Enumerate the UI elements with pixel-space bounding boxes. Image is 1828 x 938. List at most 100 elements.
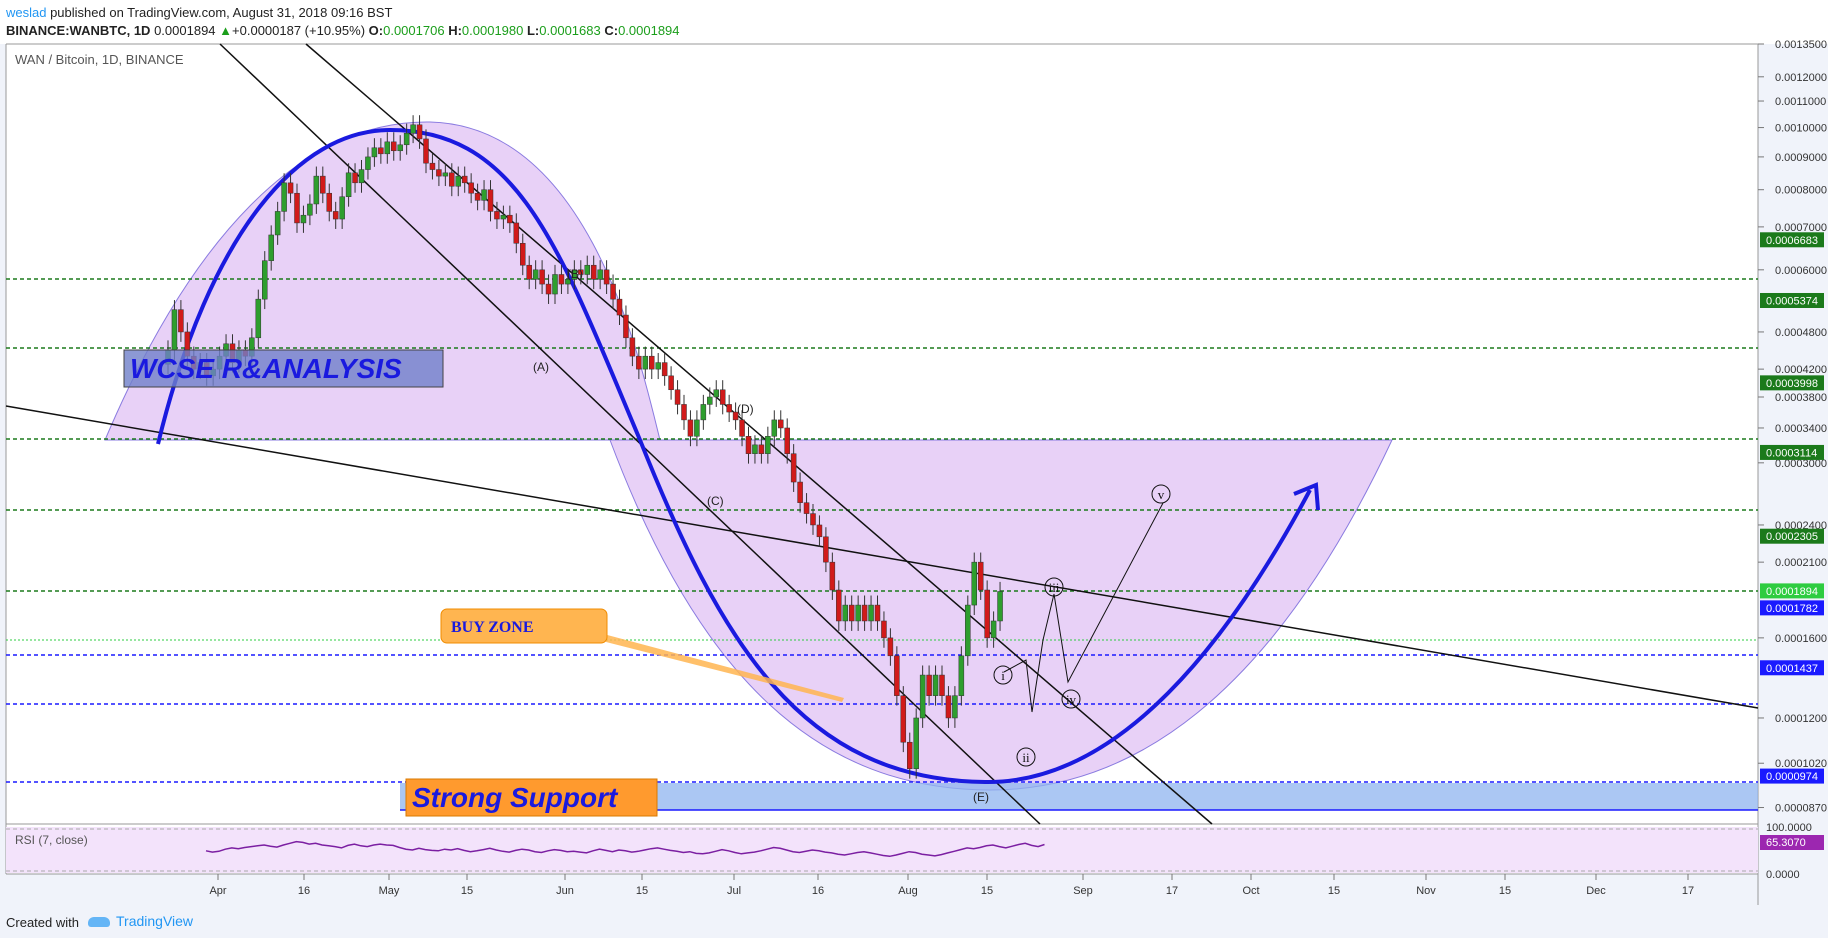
price-tag-label: 0.0003998 <box>1766 378 1818 390</box>
author-link[interactable]: weslad <box>6 5 47 20</box>
price-tag <box>1760 444 1824 460</box>
candle-body <box>894 655 900 696</box>
price-tag <box>1760 660 1824 676</box>
price-tag-label: 0.0003114 <box>1766 447 1817 459</box>
candle-body <box>945 695 952 719</box>
price-change: +0.0000187 (+10.95%) <box>232 23 366 38</box>
candle-body <box>971 561 977 606</box>
y-tick-label: 0.0001020 <box>1775 758 1827 770</box>
candle-body <box>281 182 287 212</box>
candle-body <box>274 211 281 236</box>
candle-body <box>977 561 984 591</box>
candle-body <box>262 260 268 300</box>
y-tick-label: 0.0001600 <box>1775 633 1827 645</box>
impulse-ii: ii <box>1022 750 1030 765</box>
candle-body <box>655 362 661 370</box>
y-axis: 0.0013500 0.0012000 0.0011000 0.0010000 0.00… <box>1758 39 1827 815</box>
candle-body <box>545 283 552 295</box>
price-tag <box>1760 583 1824 599</box>
footer: Created with TradingView <box>0 905 1828 938</box>
x-tick-label: 16 <box>812 885 824 897</box>
y-tick-label: 0.0008000 <box>1775 185 1827 197</box>
candle-body <box>565 279 571 285</box>
rsi-band <box>6 827 1758 873</box>
candle-body <box>429 162 436 170</box>
watermark-text: WCSE R&ANALYSIS <box>130 353 402 384</box>
y-tick-label: 0.0006000 <box>1775 265 1827 277</box>
wave-label-b: (B) <box>567 267 583 281</box>
buy-zone-pointer <box>596 632 844 702</box>
candle-body <box>810 513 816 526</box>
candle-body <box>694 419 700 437</box>
candle-body <box>616 298 623 316</box>
candle-body <box>913 717 919 769</box>
candle-body <box>178 309 184 333</box>
symbol-line: BINANCE:WANBTC, 1D 0.0001894 ▲+0.0000187… <box>6 23 680 38</box>
price-labels: 0.00066830.00053740.00039980.00031140.00… <box>1760 232 1824 784</box>
candle-body <box>681 404 687 421</box>
x-tick-label: Dec <box>1586 885 1606 897</box>
candle-body <box>423 138 429 164</box>
candle-body <box>507 214 513 224</box>
price-tag-label: 0.0005374 <box>1766 295 1818 307</box>
candle-body <box>500 214 507 220</box>
candle-body <box>520 243 526 266</box>
candle-body <box>939 674 945 696</box>
y-tick-label: 0.0003400 <box>1775 423 1827 435</box>
candles <box>165 115 1003 779</box>
chart-title: WAN / Bitcoin, 1D, BINANCE <box>15 52 184 67</box>
candle-body <box>358 169 365 184</box>
candle-body <box>842 604 848 622</box>
blue-levels <box>6 654 1758 783</box>
buy-zone-box <box>440 608 608 644</box>
candle-body <box>958 655 965 696</box>
candle-body <box>674 389 681 405</box>
candle-body <box>300 214 307 224</box>
change-arrow: ▲ <box>219 23 233 38</box>
x-tick-label: Sep <box>1073 885 1093 897</box>
candle-body <box>558 274 565 285</box>
rsi-title: RSI (7, close) <box>15 833 88 847</box>
candle-body <box>661 362 668 377</box>
price-tag <box>1760 600 1824 616</box>
candle-body <box>861 604 868 622</box>
rsi-tick-bottom: 0.0000 <box>1766 869 1800 881</box>
candle-body <box>397 144 403 152</box>
x-tick-label: Jun <box>556 885 574 897</box>
support-label-box <box>405 778 658 817</box>
buy-zone-label: BUY ZONE <box>451 619 534 636</box>
candle-body <box>649 355 655 370</box>
candle-body <box>584 264 590 275</box>
candle-body <box>713 389 719 398</box>
wave-label-e: (E) <box>973 790 989 804</box>
tradingview-brand: TradingView <box>116 913 194 929</box>
candle-body <box>881 620 887 639</box>
y-tick-label: 0.0007000 <box>1775 222 1827 234</box>
candle-body <box>442 172 449 177</box>
candle-body <box>345 172 352 198</box>
candle-body <box>287 182 294 194</box>
x-axis: Apr 16 May 15 Jun 15 Jul 16 Aug 15 Sep 17 Oct 15 Nov 15… <box>209 874 1694 897</box>
candle-body <box>668 375 674 391</box>
wave-label-a: (A) <box>533 360 549 374</box>
candle-body <box>784 427 790 454</box>
price-tag <box>1760 528 1824 544</box>
low-label: L: <box>526 23 540 38</box>
candle-body <box>797 481 803 503</box>
candle-body <box>603 269 610 285</box>
candle-body <box>590 264 597 280</box>
y-tick-label: 0.0003000 <box>1775 458 1827 470</box>
y-tick-label: 0.0000870 <box>1775 803 1827 815</box>
price-tag-label: 0.0001894 <box>1766 586 1818 598</box>
candle-body <box>539 269 545 285</box>
close-label: C: <box>604 23 619 38</box>
candle-body <box>403 132 410 146</box>
publish-text: published on TradingView.com, August 31,… <box>46 5 393 20</box>
candle-body <box>455 175 461 187</box>
open-label: O: <box>368 23 384 38</box>
candle-body <box>307 203 313 216</box>
candle-body <box>926 674 932 696</box>
candle-body <box>449 172 455 187</box>
tradingview-link[interactable]: TradingView <box>88 913 193 929</box>
last-price: 0.0001894 <box>154 23 216 38</box>
